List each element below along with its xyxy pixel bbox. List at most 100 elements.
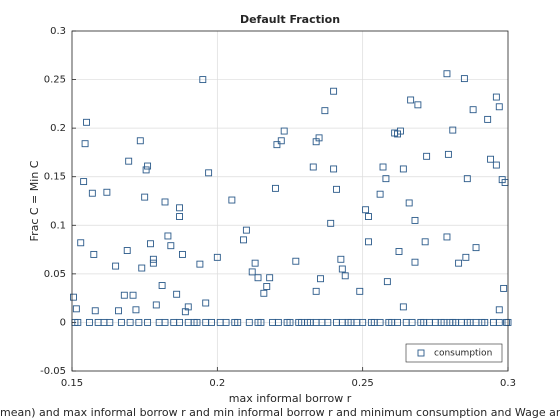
point — [462, 253, 470, 261]
point — [149, 255, 157, 263]
point — [205, 169, 213, 177]
y-axis-label: Frac C = Min C — [28, 160, 41, 241]
point — [147, 240, 154, 248]
point — [421, 238, 429, 246]
point — [272, 184, 279, 192]
point — [83, 118, 90, 126]
point — [397, 127, 404, 135]
point — [164, 232, 172, 240]
y-tick-label: 0.05 — [44, 269, 66, 280]
point — [327, 219, 335, 227]
point — [257, 318, 265, 326]
point — [463, 175, 471, 183]
point — [70, 293, 77, 301]
point — [487, 155, 495, 163]
y-tick-label: 0.15 — [44, 172, 66, 183]
x-tick-label: 0.2 — [209, 378, 225, 389]
point — [503, 318, 510, 326]
point — [362, 206, 370, 214]
point — [317, 275, 324, 283]
point — [411, 258, 419, 266]
x-tick-label: 0.15 — [61, 378, 83, 389]
point — [376, 190, 384, 198]
point — [312, 287, 320, 295]
annotation: mean) and max informal borrow r and min … — [0, 406, 560, 419]
point — [376, 318, 384, 326]
point — [120, 291, 128, 299]
point — [144, 162, 152, 170]
point — [77, 239, 85, 247]
point — [484, 115, 492, 123]
point — [184, 303, 192, 311]
point — [330, 87, 338, 95]
point — [81, 140, 89, 148]
point — [472, 244, 480, 252]
point — [324, 318, 332, 326]
point — [176, 204, 183, 212]
point — [356, 287, 364, 295]
point — [260, 289, 268, 297]
point — [179, 250, 186, 258]
point — [142, 166, 150, 174]
point — [500, 284, 508, 292]
point — [208, 318, 215, 326]
point — [88, 189, 96, 197]
point — [492, 161, 500, 169]
point — [337, 255, 345, 263]
point — [321, 107, 329, 115]
point — [263, 283, 271, 290]
point — [173, 290, 181, 298]
y-tick-label: 0.25 — [44, 75, 66, 86]
point — [126, 318, 134, 326]
y-tick-label: -0.05 — [40, 366, 66, 377]
point — [242, 226, 250, 234]
point — [330, 165, 338, 173]
point — [399, 303, 407, 311]
point — [333, 185, 340, 193]
point — [338, 265, 346, 273]
point — [292, 257, 300, 265]
point — [129, 291, 137, 299]
point — [383, 278, 391, 286]
legend: consumption — [405, 343, 503, 363]
point — [85, 318, 93, 326]
point — [407, 96, 415, 104]
point — [280, 127, 288, 135]
point — [248, 268, 256, 276]
point — [394, 318, 401, 326]
point — [423, 152, 431, 160]
point — [309, 163, 317, 171]
point — [115, 307, 122, 315]
point — [161, 198, 169, 206]
point — [274, 318, 282, 326]
point — [167, 242, 175, 250]
point — [222, 318, 230, 326]
point — [365, 238, 372, 246]
point — [158, 282, 166, 289]
point — [196, 260, 204, 268]
axes-box — [71, 30, 509, 372]
point — [379, 163, 387, 171]
point — [408, 318, 416, 326]
point — [286, 318, 294, 326]
point — [359, 318, 367, 326]
point — [228, 196, 236, 204]
point — [382, 175, 390, 183]
point — [495, 103, 503, 111]
point — [449, 126, 457, 134]
y-tick-label: 0.1 — [50, 220, 66, 231]
point — [460, 75, 468, 83]
point — [152, 301, 160, 309]
point — [176, 213, 183, 220]
point — [240, 236, 247, 244]
point — [444, 150, 452, 158]
point — [251, 259, 259, 267]
point — [234, 318, 242, 326]
point — [125, 157, 133, 165]
point — [365, 213, 372, 220]
point — [80, 178, 88, 186]
legend-box — [405, 343, 503, 363]
point — [495, 318, 503, 326]
point — [193, 318, 201, 326]
point — [144, 318, 152, 326]
